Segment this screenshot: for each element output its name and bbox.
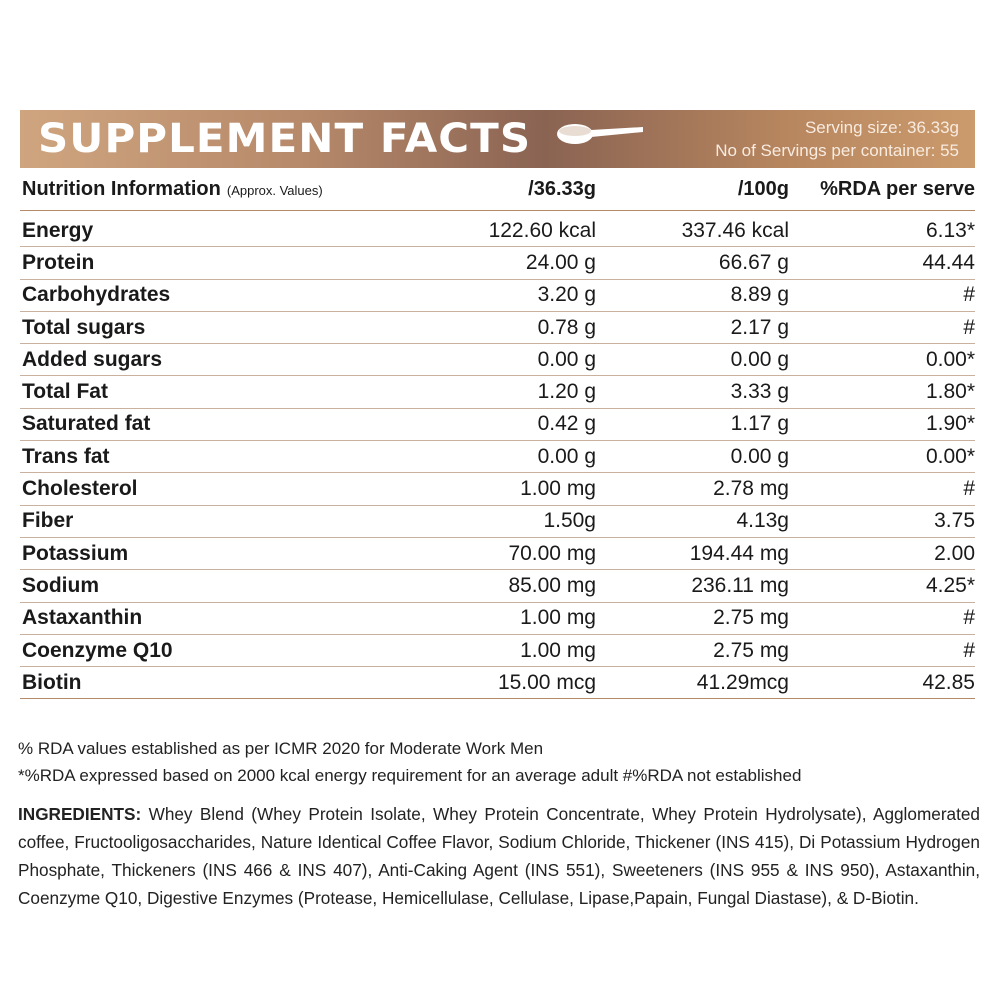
per-100g-value: 3.33 g: [730, 380, 789, 404]
ingredients-text: INGREDIENTS: Whey Blend (Whey Protein Is…: [18, 800, 980, 912]
per-100g-value: 0.00 g: [730, 347, 789, 371]
ingredients-list: Whey Blend (Whey Protein Isolate, Whey P…: [18, 804, 980, 908]
rda-value: #: [963, 638, 975, 662]
table-row: Carbohydrates 3.20 g 8.89 g #: [20, 280, 975, 312]
nutrient-name: Saturated fat: [22, 412, 151, 436]
per-100g-value: 1.17 g: [730, 412, 789, 436]
table-header: Nutrition Information (Approx. Values) /…: [20, 168, 975, 211]
rda-value: #: [963, 477, 975, 501]
nutrient-name: Astaxanthin: [22, 606, 143, 630]
per-100g-value: 41.29mcg: [696, 670, 789, 694]
nutrient-name: Added sugars: [22, 347, 163, 371]
ingredients-label: INGREDIENTS:: [18, 804, 142, 824]
table-row: Potassium 70.00 mg 194.44 mg 2.00: [20, 538, 975, 571]
per-serve-value: 1.50g: [543, 509, 596, 533]
rda-value: 6.13*: [925, 218, 975, 242]
header-per-100g: /100g: [737, 177, 789, 200]
rda-value: 0.00*: [925, 444, 975, 468]
rda-value: #: [963, 315, 975, 339]
table-row: Coenzyme Q10 1.00 mg 2.75 mg #: [20, 635, 975, 668]
serving-size: Serving size: 36.33g: [804, 118, 959, 137]
per-serve-value: 24.00 g: [525, 250, 596, 274]
per-100g-value: 337.46 kcal: [681, 218, 789, 242]
serving-info: Serving size: 36.33g No of Servings per …: [715, 116, 959, 162]
per-serve-value: 0.00 g: [537, 347, 596, 371]
per-serve-value: 1.00 mg: [520, 477, 596, 501]
rda-value: 44.44: [922, 250, 975, 274]
nutrient-name: Fiber: [22, 509, 74, 533]
per-serve-value: 3.20 g: [537, 283, 596, 307]
rda-value: 1.80*: [925, 380, 975, 404]
per-100g-value: 66.67 g: [718, 250, 789, 274]
table-row: Sodium 85.00 mg 236.11 mg 4.25*: [20, 570, 975, 603]
header-name-note: (Approx. Values): [226, 182, 323, 198]
per-100g-value: 4.13g: [736, 509, 789, 533]
header-rda: %RDA per serve: [820, 177, 975, 200]
per-100g-value: 2.75 mg: [713, 606, 789, 630]
rda-notes: % RDA values established as per ICMR 202…: [18, 735, 801, 789]
nutrient-name: Protein: [22, 250, 95, 274]
nutrient-name: Cholesterol: [22, 477, 138, 501]
supplement-facts-panel: SUPPLEMENT FACTS Serving size: 36.33g No…: [20, 110, 975, 700]
table-row: Cholesterol 1.00 mg 2.78 mg #: [20, 473, 975, 506]
rda-value: 0.00*: [925, 347, 975, 371]
rda-value: #: [963, 283, 975, 307]
nutrient-name: Total Fat: [22, 380, 108, 404]
scoop-icon: [557, 124, 643, 144]
per-100g-value: 2.17 g: [730, 315, 789, 339]
nutrient-name: Trans fat: [22, 444, 110, 468]
per-serve-value: 122.60 kcal: [488, 218, 596, 242]
per-100g-value: 2.78 mg: [713, 477, 789, 501]
nutrient-name: Carbohydrates: [22, 283, 171, 307]
supplement-facts-banner: SUPPLEMENT FACTS Serving size: 36.33g No…: [20, 110, 975, 168]
table-row: Added sugars 0.00 g 0.00 g 0.00*: [20, 344, 975, 377]
rda-value: 2.00: [934, 541, 975, 565]
per-serve-value: 85.00 mg: [508, 573, 596, 597]
table-row: Fiber 1.50g 4.13g 3.75: [20, 506, 975, 538]
nutrient-name: Sodium: [22, 573, 99, 597]
header-name-label: Nutrition Information: [22, 177, 221, 200]
per-serve-value: 15.00 mcg: [497, 670, 596, 694]
table-row: Protein 24.00 g 66.67 g 44.44: [20, 247, 975, 280]
nutrient-name: Coenzyme Q10: [22, 638, 173, 662]
nutrient-name: Total sugars: [22, 315, 146, 339]
per-serve-value: 1.20 g: [537, 380, 596, 404]
table-row: Total sugars 0.78 g 2.17 g #: [20, 312, 975, 345]
table-row: Trans fat 0.00 g 0.00 g 0.00*: [20, 441, 975, 474]
rda-note-1: % RDA values established as per ICMR 202…: [18, 739, 544, 758]
nutrition-rows: Energy 122.60 kcal 337.46 kcal 6.13* Protein…: [20, 211, 975, 700]
header-nutrition-information: Nutrition Information (Approx. Values): [20, 178, 372, 201]
per-serve-value: 0.78 g: [537, 315, 596, 339]
per-100g-value: 236.11 mg: [691, 573, 789, 597]
per-serve-value: 1.00 mg: [520, 606, 596, 630]
rda-note-2: *%RDA expressed based on 2000 kcal energ…: [18, 766, 802, 785]
per-100g-value: 2.75 mg: [713, 638, 789, 662]
rda-value: 1.90*: [925, 412, 975, 436]
per-100g-value: 0.00 g: [730, 444, 789, 468]
per-serve-value: 0.00 g: [537, 444, 596, 468]
per-100g-value: 194.44 mg: [689, 541, 789, 565]
banner-title: SUPPLEMENT FACTS: [38, 116, 532, 162]
per-serve-value: 0.42 g: [537, 412, 596, 436]
rda-value: 4.25*: [925, 573, 975, 597]
rda-value: 3.75: [934, 509, 975, 533]
per-serve-value: 1.00 mg: [520, 638, 596, 662]
per-serve-value: 70.00 mg: [508, 541, 596, 565]
rda-value: 42.85: [922, 670, 975, 694]
table-row: Saturated fat 0.42 g 1.17 g 1.90*: [20, 409, 975, 442]
nutrient-name: Energy: [22, 218, 94, 242]
nutrient-name: Biotin: [22, 670, 82, 694]
table-row: Energy 122.60 kcal 337.46 kcal 6.13*: [20, 215, 975, 248]
header-per-serve: /36.33g: [528, 177, 596, 200]
table-row: Total Fat 1.20 g 3.33 g 1.80*: [20, 376, 975, 409]
table-row: Biotin 15.00 mcg 41.29mcg 42.85: [20, 667, 975, 700]
servings-per-container: No of Servings per container: 55: [715, 141, 959, 160]
table-row: Astaxanthin 1.00 mg 2.75 mg #: [20, 603, 975, 635]
per-100g-value: 8.89 g: [730, 283, 789, 307]
rda-value: #: [963, 606, 975, 630]
nutrient-name: Potassium: [22, 541, 129, 565]
